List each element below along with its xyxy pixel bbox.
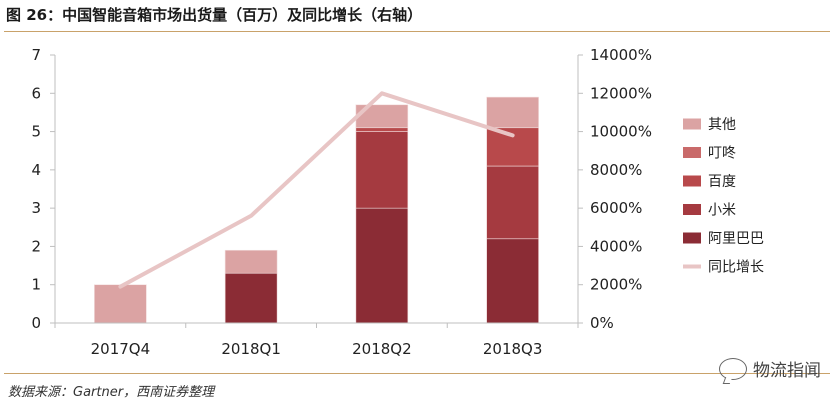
legend-swatch: [683, 175, 701, 187]
x-tick-label: 2018Q2: [352, 340, 412, 358]
x-tick-label: 2018Q3: [483, 340, 543, 358]
bar-segment: [486, 238, 539, 324]
y-tick-label: 2: [31, 237, 41, 255]
y2-tick-label: 6000%: [590, 199, 642, 217]
legend-label: 同比增长: [708, 260, 764, 276]
legend-swatch: [683, 147, 701, 158]
legend-label: 叮咚: [708, 146, 736, 162]
bar-segment: [486, 96, 539, 129]
y2-tick-label: 0%: [590, 314, 614, 332]
y-tick-label: 6: [31, 84, 41, 102]
y2-tick-label: 14000%: [590, 46, 652, 64]
x-tick-label: 2018Q1: [221, 340, 281, 358]
watermark: 物流指闻: [719, 356, 821, 381]
y2-tick-label: 12000%: [590, 84, 652, 102]
y2-tick-label: 8000%: [590, 161, 642, 179]
watermark-text: 物流指闻: [753, 361, 821, 381]
legend-swatch: [683, 232, 701, 244]
bar-segment: [355, 127, 409, 132]
source-note: 数据来源：Gartner，西南证券整理: [8, 385, 215, 400]
legend-swatch: [683, 118, 701, 130]
y-tick-label: 0: [31, 314, 41, 332]
y-tick-label: 4: [31, 161, 41, 179]
title-divider: [4, 31, 830, 32]
y2-tick-label: 4000%: [590, 237, 642, 255]
bar-segment: [224, 249, 278, 274]
y-tick-label: 7: [31, 46, 41, 64]
legend-label: 小米: [708, 203, 736, 219]
y2-tick-label: 10000%: [590, 123, 652, 141]
footer-divider: [4, 373, 830, 374]
x-tick-label: 2017Q4: [91, 340, 151, 358]
y-tick-label: 5: [31, 123, 41, 141]
legend-label: 百度: [708, 174, 736, 190]
y2-tick-label: 2000%: [590, 276, 642, 294]
legend-label: 其他: [708, 117, 736, 133]
legend-swatch: [683, 204, 701, 215]
bar-segment: [94, 284, 147, 324]
bar-segment: [486, 165, 539, 240]
legend-label: 阿里巴巴: [708, 231, 764, 247]
bar-segment: [355, 207, 409, 324]
bar-segment: [355, 131, 409, 209]
bar-segment: [224, 272, 278, 324]
figure-title: 图 26：中国智能音箱市场出货量（百万）及同比增长（右轴）: [6, 6, 423, 24]
growth-line: [118, 91, 515, 289]
chat-bubble-icon: [719, 357, 747, 380]
y-tick-label: 1: [31, 276, 41, 294]
y-tick-label: 3: [31, 199, 41, 217]
